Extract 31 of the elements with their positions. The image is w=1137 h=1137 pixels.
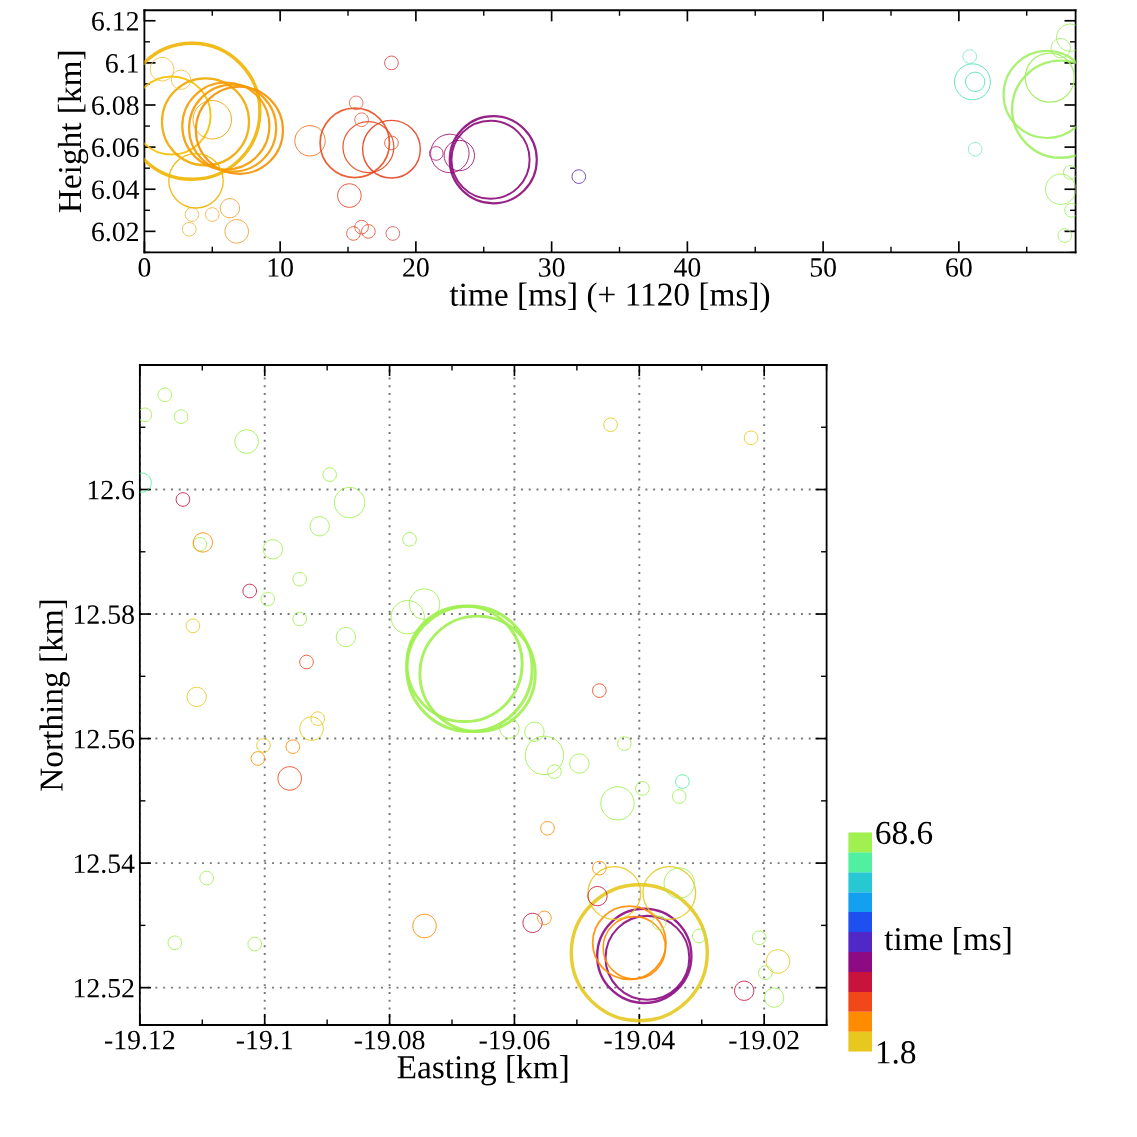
x-tick-label: 20: [403, 258, 429, 277]
x-tick-label: -19.08: [354, 1030, 425, 1050]
x-tick-label: 50: [810, 258, 836, 277]
x-tick-label: -19.06: [479, 1030, 550, 1050]
color-bar-label: 68.6: [876, 821, 933, 845]
y-axis-title: Northing [km]: [39, 600, 70, 791]
x-tick-label: 30: [539, 258, 565, 277]
x-tick-label: 40: [674, 258, 701, 277]
y-tick-label: 6.12: [92, 12, 139, 31]
y-tick-label: 12.56: [74, 729, 135, 749]
x-tick-label: 60: [946, 258, 972, 277]
y-tick-label: 6.04: [92, 180, 140, 200]
y-tick-label: 6.1: [106, 54, 138, 73]
x-axis-title: Easting [km]: [397, 1055, 568, 1086]
x-axis-title: time [ms] (+ 1120 [ms]): [449, 282, 770, 313]
y-tick-label: 12.54: [74, 854, 135, 874]
x-tick-label: 0: [138, 258, 151, 277]
y-tick-label: 12.6: [88, 480, 135, 500]
color-bar-title: time [ms]: [884, 926, 1011, 955]
x-tick-label: -19.04: [604, 1030, 675, 1050]
x-tick-label: -19.12: [105, 1030, 175, 1050]
color-bar-label: 1.8: [877, 1041, 916, 1064]
x-tick-label: -19.1: [236, 1030, 292, 1050]
y-tick-label: 6.02: [92, 222, 139, 242]
y-axis-title: Height [km]: [57, 51, 89, 213]
y-tick-label: 6.06: [92, 138, 139, 158]
y-tick-label: 12.52: [74, 978, 134, 998]
x-tick-label: 10: [268, 258, 293, 277]
y-tick-label: 12.58: [74, 605, 134, 625]
x-tick-label: -19.02: [729, 1030, 799, 1050]
y-tick-label: 6.08: [92, 96, 139, 116]
